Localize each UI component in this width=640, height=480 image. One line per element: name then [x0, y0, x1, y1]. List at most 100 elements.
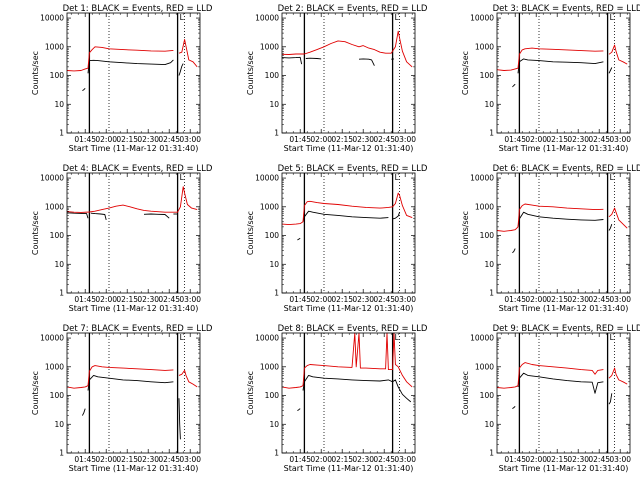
x-tick-label: 02:15: [546, 135, 568, 144]
y-tick-label: 1000: [260, 42, 279, 51]
plot-frame: [66, 332, 201, 454]
x-tick-label: 02:45: [588, 455, 610, 464]
x-axis-label: Start Time (11-Mar-12 01:31:40): [499, 464, 629, 473]
plot-frame: [66, 12, 201, 134]
series-lld-line: [178, 369, 198, 388]
y-tick-label: 1: [274, 129, 279, 138]
series-lld-line: [608, 367, 628, 385]
x-axis-label: Start Time (11-Mar-12 01:31:40): [69, 144, 199, 153]
series-events-line: [302, 210, 389, 222]
panel-title: Det 9: BLACK = Events, RED = LLD: [493, 324, 640, 334]
y-tick-label: 1: [274, 289, 279, 298]
y-axis-label: Counts/sec: [461, 211, 470, 255]
series-events-line: [66, 212, 89, 219]
x-tick-label: 02:30: [567, 295, 589, 304]
series-lld-line: [496, 47, 604, 71]
y-tick-label: 10000: [255, 334, 279, 343]
series-events-line: [90, 212, 107, 221]
x-tick-label: 01:45: [289, 135, 311, 144]
x-tick-label: 01:45: [504, 295, 526, 304]
x-tick-label: 01:45: [289, 455, 311, 464]
series-events-line: [87, 59, 174, 74]
x-tick-label: 02:30: [352, 135, 374, 144]
series-events-line: [82, 87, 86, 91]
x-tick-label: 02:00: [310, 135, 332, 144]
y-tick-label: 10000: [40, 334, 64, 343]
y-tick-label: 10000: [470, 14, 494, 23]
x-tick-label: 01:45: [74, 455, 96, 464]
corner-mark: L: [610, 13, 615, 22]
corner-mark: L: [180, 333, 185, 342]
x-tick-label: 03:00: [179, 455, 201, 464]
x-tick-label: 02:45: [158, 455, 180, 464]
series-events-line: [608, 393, 613, 405]
y-tick-label: 10000: [40, 14, 64, 23]
series-lld-line: [66, 186, 198, 213]
series-events-line: [281, 56, 303, 65]
corner-mark: L: [610, 333, 615, 342]
series-events-line: [297, 237, 301, 241]
x-tick-label: 02:15: [331, 135, 353, 144]
plot-frame: [496, 172, 631, 294]
x-tick-label: 02:30: [352, 295, 374, 304]
x-tick-label: 02:00: [95, 295, 117, 304]
x-tick-label: 01:45: [74, 295, 96, 304]
y-tick-label: 1: [59, 449, 64, 458]
series-events-line: [517, 58, 604, 74]
x-tick-label: 02:45: [158, 135, 180, 144]
series-events-line: [517, 211, 604, 227]
y-axis-label: Counts/sec: [31, 371, 40, 415]
y-tick-label: 10: [54, 100, 64, 109]
corner-mark: L: [610, 173, 615, 182]
corner-mark: L: [180, 13, 185, 22]
y-tick-label: 1: [274, 449, 279, 458]
y-axis-label: Counts/sec: [31, 211, 40, 255]
y-axis-label: Counts/sec: [461, 51, 470, 95]
panel-det-1: 1 10 100 1000 10000 01:45 02:00 02:15 02:30 02:45…: [31, 4, 213, 153]
panel-det-7: 1 10 100 1000 10000 01:45 02:00 02:15 02:30 02:45…: [31, 324, 213, 473]
x-tick-label: 02:15: [331, 455, 353, 464]
series-lld-line: [281, 332, 413, 389]
series-events-line: [297, 408, 301, 411]
y-tick-label: 10: [484, 100, 494, 109]
corner-mark: L: [395, 333, 400, 342]
series-events-line: [178, 63, 184, 76]
series-events-line: [512, 248, 516, 254]
series-events-line: [392, 212, 401, 220]
panel-det-9: 1 10 100 1000 10000 01:45 02:00 02:15 02:30 02:45…: [461, 324, 640, 473]
x-axis-label: Start Time (11-Mar-12 01:31:40): [499, 304, 629, 313]
y-tick-label: 10: [54, 260, 64, 269]
panel-det-4: 1 10 100 1000 10000 01:45 02:00 02:15 02:30 02:45…: [31, 164, 213, 313]
series-events-line: [81, 408, 86, 416]
x-tick-label: 02:00: [310, 295, 332, 304]
x-tick-label: 02:00: [95, 135, 117, 144]
x-tick-label: 03:00: [609, 295, 631, 304]
y-tick-label: 10000: [470, 174, 494, 183]
x-axis-label: Start Time (11-Mar-12 01:31:40): [499, 144, 629, 153]
y-tick-label: 10: [269, 100, 279, 109]
series-lld-line: [66, 46, 174, 72]
x-tick-label: 02:30: [137, 295, 159, 304]
y-tick-label: 10: [269, 260, 279, 269]
y-tick-label: 1000: [475, 362, 494, 371]
x-tick-label: 03:00: [394, 455, 416, 464]
x-tick-label: 01:45: [504, 455, 526, 464]
x-tick-label: 02:30: [137, 455, 159, 464]
x-tick-label: 02:45: [373, 135, 395, 144]
y-tick-label: 10: [54, 420, 64, 429]
y-tick-label: 10000: [40, 174, 64, 183]
y-tick-label: 100: [50, 391, 65, 400]
y-tick-label: 10: [269, 420, 279, 429]
x-tick-label: 02:30: [137, 135, 159, 144]
y-tick-label: 1000: [45, 42, 64, 51]
x-tick-label: 02:30: [567, 455, 589, 464]
plot-frame: [281, 172, 416, 294]
panel-det-6: 1 10 100 1000 10000 01:45 02:00 02:15 02:30 02:45…: [461, 164, 640, 313]
y-tick-label: 1000: [45, 202, 64, 211]
y-axis-label: Counts/sec: [246, 211, 255, 255]
x-tick-label: 01:45: [504, 135, 526, 144]
x-axis-label: Start Time (11-Mar-12 01:31:40): [69, 464, 199, 473]
y-tick-label: 1: [489, 289, 494, 298]
panel-title: Det 8: BLACK = Events, RED = LLD: [278, 324, 428, 334]
plot-frame: [281, 332, 416, 454]
